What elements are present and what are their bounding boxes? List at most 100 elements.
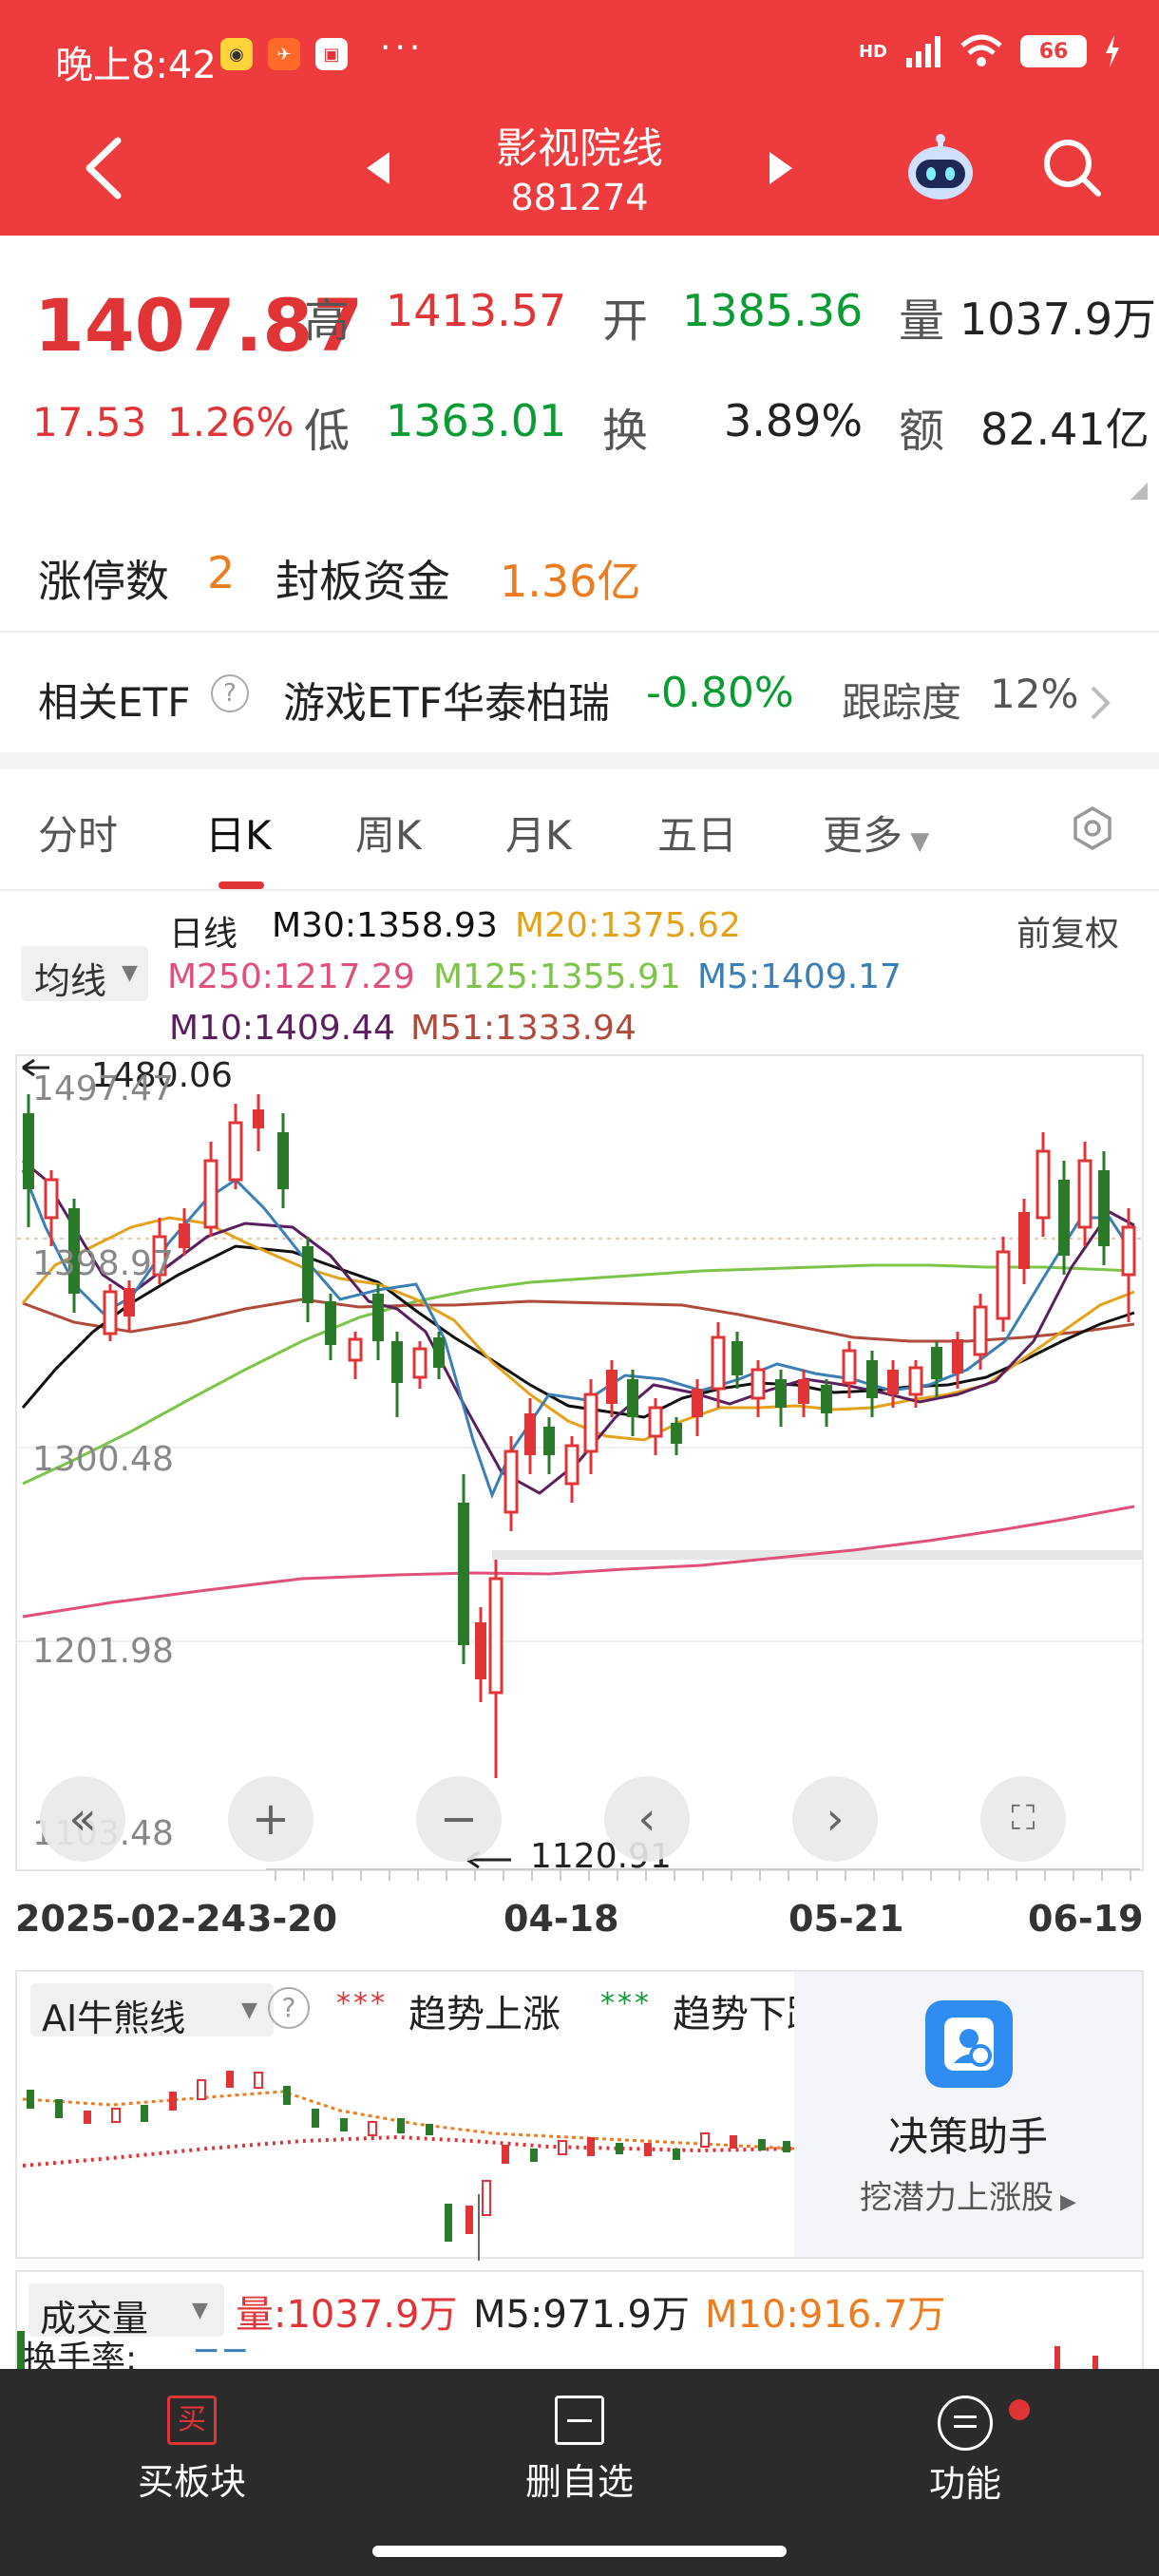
caret-right-icon: ▶: [1054, 2190, 1076, 2214]
function-menu-button[interactable]: 功能: [823, 2396, 1108, 2507]
tab-weekly-k[interactable]: 周K: [355, 812, 422, 859]
legend-m30: M30:1358.93: [272, 906, 498, 945]
scroll-right-button[interactable]: ›: [792, 1776, 878, 1862]
related-etf-row[interactable]: 相关ETF ? 游戏ETF华泰柏瑞 -0.80% 跟踪度 12%: [0, 636, 1159, 743]
ai-indicator-selector[interactable]: AI牛熊线 ▼: [30, 1983, 274, 2039]
zoom-out-button[interactable]: −: [416, 1776, 502, 1862]
turnover-rate-dash: −−: [192, 2331, 250, 2370]
amount-value: 82.41亿: [980, 404, 1150, 455]
ma-selector[interactable]: 均线 ▼: [21, 946, 148, 1002]
caret-down-icon: ▼: [122, 961, 138, 985]
remove-watchlist-label: 删自选: [524, 2461, 634, 2503]
open-value: 1385.36: [682, 285, 864, 336]
candlesticks: [23, 1094, 1136, 1778]
volume-bar: [17, 2331, 25, 2375]
volume-bar: [1054, 2346, 1060, 2375]
y-axis-label: 1497.47: [32, 1070, 174, 1108]
legend-m250: M250:1217.29: [167, 957, 415, 996]
tab-more-label: 更多: [823, 812, 903, 859]
network-type: HD: [858, 41, 887, 62]
charging-icon: [1106, 35, 1119, 67]
legend-m20: M20:1375.62: [515, 906, 741, 945]
caret-down-icon: ▼: [192, 2299, 208, 2322]
stock-code: 881274: [510, 177, 649, 218]
legend-m10: M10:1409.44: [169, 1009, 395, 1048]
tab-monthly-k[interactable]: 月K: [505, 812, 572, 859]
remove-watchlist-button[interactable]: 删自选: [437, 2396, 722, 2505]
app-notification-icon: ✈: [268, 38, 300, 70]
tab-daily-k[interactable]: 日K: [205, 812, 272, 859]
function-menu-icon: [938, 2396, 993, 2451]
buy-sector-button[interactable]: 买 买板块: [49, 2396, 334, 2505]
app-notification-icon: ▣: [315, 38, 348, 70]
trend-down-marker: ***: [600, 1987, 652, 2020]
price-adjust-selector[interactable]: 前复权: [1016, 915, 1120, 954]
help-icon[interactable]: ?: [268, 1987, 310, 2029]
title-bar: 影视院线 881274: [0, 104, 1159, 236]
decision-assistant-card[interactable]: 决策助手 挖潜力上涨股 ▶: [794, 1972, 1142, 2257]
remove-watchlist-icon: [555, 2396, 604, 2445]
high-label: 高: [304, 294, 351, 348]
chart-period-tabs: 分时 日K 周K 月K 五日 更多 ▼: [0, 771, 1159, 891]
fullscreen-button[interactable]: ⛶: [980, 1776, 1066, 1862]
settings-hexagon-icon[interactable]: [1070, 805, 1115, 851]
limit-up-row: 涨停数 2 封板资金 1.36亿: [0, 538, 1159, 633]
status-app-icons: ◉ ✈ ▣: [220, 38, 348, 70]
decision-assistant-icon: [925, 2000, 1013, 2088]
decision-assistant-title: 决策助手: [887, 2113, 1048, 2160]
etf-name: 游戏ETF华泰柏瑞: [283, 679, 610, 728]
max-price-marker: 1480.06: [91, 1056, 233, 1095]
function-menu-label: 功能: [928, 2463, 1001, 2505]
seal-fund-value: 1.36亿: [500, 556, 641, 607]
volume-panel: 成交量 ▼ 量:1037.9万 M5:971.9万 M10:916.7万 换手率…: [15, 2270, 1144, 2378]
buy-icon: 买: [167, 2396, 217, 2445]
next-stock-icon[interactable]: [768, 150, 796, 186]
wifi-icon: [960, 34, 1002, 66]
tab-more[interactable]: 更多 ▼: [823, 804, 929, 862]
page-title: 影视院线: [496, 124, 663, 173]
search-icon[interactable]: [1039, 135, 1104, 199]
y-axis-label: 1300.48: [32, 1440, 174, 1479]
date-axis-label: 05-21: [788, 1898, 904, 1940]
section-divider: [0, 752, 1159, 769]
limit-up-count: 2: [207, 547, 236, 598]
y-axis-label: 1398.97: [32, 1244, 174, 1283]
kline-type-label: 日线: [169, 915, 238, 954]
expand-corner-icon[interactable]: [1130, 483, 1148, 500]
price-change-percent: 1.26%: [167, 399, 294, 445]
tab-intraday[interactable]: 分时: [38, 812, 119, 859]
status-more-icon: ···: [380, 28, 425, 67]
date-axis-end: 06-19: [1028, 1898, 1144, 1940]
limit-up-count-label: 涨停数: [38, 556, 169, 607]
y-axis-label: 1201.98: [32, 1632, 174, 1671]
active-tab-indicator: [218, 881, 264, 889]
header: 晚上8:42 ◉ ✈ ▣ ··· HD 66: [0, 0, 1159, 236]
volume-value-label: 量:1037.9万: [236, 2293, 458, 2337]
turnover-label: 换: [602, 405, 649, 458]
zoom-in-button[interactable]: +: [228, 1776, 314, 1862]
kline-chart-svg: [17, 1058, 1142, 1869]
volume-bar: [1092, 2356, 1098, 2375]
date-axis-label: 04-18: [504, 1898, 619, 1940]
help-icon[interactable]: ?: [211, 674, 249, 712]
rewind-button[interactable]: «: [40, 1776, 125, 1862]
home-indicator[interactable]: [372, 2546, 787, 2557]
previous-stock-icon[interactable]: [363, 150, 391, 186]
chevron-right-icon[interactable]: [1089, 684, 1112, 722]
app-notification-icon: ◉: [220, 38, 253, 70]
low-label: 低: [304, 405, 351, 458]
volume-selector-label: 成交量: [40, 2298, 149, 2339]
tab-five-day[interactable]: 五日: [657, 812, 738, 859]
date-axis-start: 2025-02-24: [15, 1898, 247, 1940]
caret-down-icon: ▼: [902, 827, 930, 856]
kline-chart-area[interactable]: 1480.06 1120.91 1497.47 1398.97 1300.48 …: [15, 1054, 1144, 1876]
tracking-value: 12%: [990, 671, 1079, 717]
seal-fund-label: 封板资金: [276, 556, 450, 607]
amount-label: 额: [899, 405, 945, 458]
robot-assistant-icon[interactable]: [904, 133, 977, 201]
high-value: 1413.57: [386, 285, 567, 336]
scroll-left-button[interactable]: ‹: [604, 1776, 690, 1862]
back-icon[interactable]: [76, 135, 133, 201]
notification-dot: [1009, 2399, 1030, 2420]
volume-selector[interactable]: 成交量 ▼: [28, 2283, 224, 2339]
